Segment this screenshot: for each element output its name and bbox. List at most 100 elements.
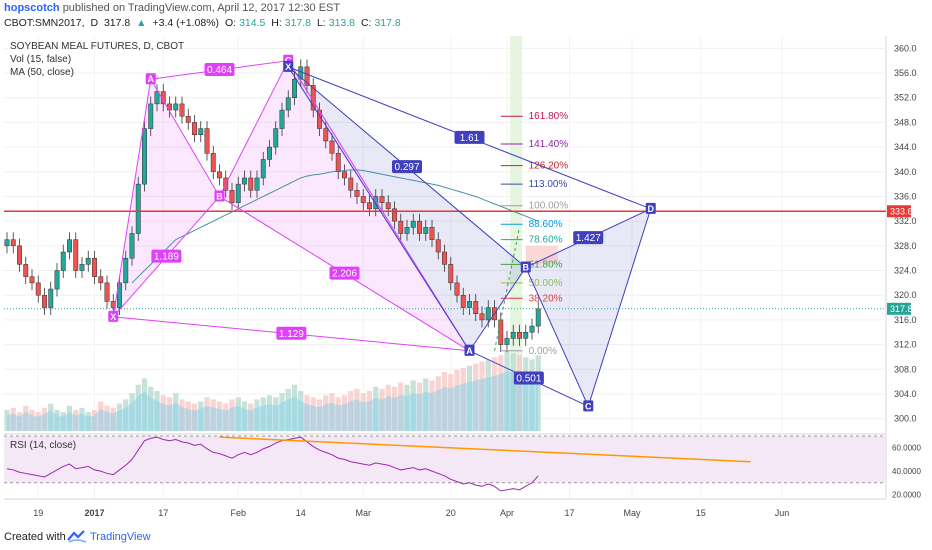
pattern2-ratio-box <box>513 371 544 385</box>
volume-bar <box>123 399 129 431</box>
candle-body <box>304 66 310 86</box>
volume-bar <box>429 380 435 431</box>
candle-body <box>173 103 179 111</box>
candle-body <box>29 276 35 284</box>
candle-body <box>179 103 185 117</box>
volume-bar <box>391 386 398 431</box>
time-tick-label: 17 <box>564 508 574 518</box>
pattern2-ratio-box <box>392 160 422 174</box>
open-label: O: <box>224 17 237 29</box>
fib-level-label: 38.20% <box>529 293 563 304</box>
volume-bar <box>66 405 73 431</box>
pattern1-leg <box>287 60 470 352</box>
volume-bar <box>110 407 116 431</box>
fib-level-label: 126.20% <box>529 161 569 172</box>
candle-body <box>198 128 204 135</box>
rsi-legend: RSI (14, close) <box>10 440 76 451</box>
volume-bar <box>510 353 516 431</box>
volume-ma-area <box>7 371 539 431</box>
resistance-price-box <box>887 205 911 218</box>
candle-body <box>292 78 297 98</box>
volume-bar <box>185 401 191 431</box>
time-tick-label: 17 <box>158 508 168 518</box>
volume-bar <box>316 399 323 431</box>
volume-bar <box>135 384 141 431</box>
candle-body <box>517 332 522 339</box>
candle-body <box>79 264 85 271</box>
footer: Created with TradingView <box>0 525 932 550</box>
volume-bar <box>479 361 485 431</box>
chart-svg[interactable]: 360.0 356.0 352.0 348.0 344.0 340.0 336.0 332.0… <box>4 36 930 518</box>
candle-body <box>60 251 66 271</box>
chart-area[interactable]: 360.0 356.0 352.0 348.0 344.0 340.0 336.0 332.0… <box>4 36 930 518</box>
volume-bar <box>348 391 354 431</box>
volume-bar <box>298 391 304 431</box>
pattern1-point-label: B <box>216 191 223 201</box>
volume-bar <box>73 409 79 431</box>
volume-bar <box>229 399 235 431</box>
candle-body <box>254 177 260 191</box>
volume-bar <box>329 393 335 431</box>
price-tick-label: 312.0 <box>894 340 917 350</box>
rsi-line <box>6 436 539 492</box>
volume-bar <box>191 403 198 431</box>
author-link[interactable]: hopscotch <box>4 2 60 14</box>
volume-bar <box>166 397 173 431</box>
candle-body <box>10 239 16 247</box>
candle-body <box>329 140 335 154</box>
candle-body <box>392 208 397 222</box>
pattern2-point-label: A <box>466 346 473 356</box>
volume-bar <box>416 382 423 431</box>
candle-body <box>435 239 441 253</box>
price-tick-label: 320.0 <box>894 290 917 300</box>
candle-body <box>379 196 385 203</box>
pattern2-point-box <box>645 202 656 214</box>
rsi-tick-label: 60.0000 <box>892 444 921 453</box>
pattern2-point-label: D <box>648 204 655 214</box>
volume-bar <box>310 397 316 431</box>
candle-body <box>335 153 341 173</box>
time-tick-label: May <box>623 508 641 518</box>
candle-body <box>454 282 460 296</box>
chart-title: SOYBEAN MEAL FUTURES, D, CBOT <box>10 41 184 52</box>
volume-bar <box>304 395 310 431</box>
volume-bar <box>535 355 541 431</box>
rsi-tick-label: 20.0000 <box>892 490 921 499</box>
ma50-line <box>131 169 539 284</box>
volume-bar <box>379 388 385 431</box>
volume-bar <box>404 384 410 431</box>
pattern1-ratio-box <box>276 326 307 340</box>
volume-bar <box>435 376 441 431</box>
rsi-band <box>4 436 886 483</box>
candle-body <box>4 239 10 247</box>
price-tick-label: 340.0 <box>894 167 917 177</box>
pattern1-leg <box>150 78 220 197</box>
pattern1-point-label: X <box>110 312 116 322</box>
tradingview-brand[interactable]: TradingView <box>90 531 151 543</box>
open-value: 314.5 <box>239 17 266 29</box>
candle-body <box>135 183 141 234</box>
candle-body <box>229 190 235 203</box>
symbol-info: CBOT:SMN2017, D 317.8 ▲ +3.4 (+1.08%) O:… <box>4 17 404 29</box>
pattern2-leg <box>287 66 470 352</box>
candle-body <box>448 264 454 284</box>
volume-bar <box>241 401 248 431</box>
candle-body <box>23 264 29 277</box>
pattern2-point-label: X <box>285 62 291 72</box>
time-tick-label: 19 <box>33 508 43 518</box>
low-label: L: <box>316 17 326 29</box>
candle-body <box>410 220 416 228</box>
candle-body <box>154 91 160 105</box>
volume-bar <box>141 378 148 431</box>
candle-body <box>404 227 410 234</box>
candle-body <box>354 190 360 197</box>
volume-bar <box>173 393 179 431</box>
candle-body <box>235 183 241 203</box>
publish-info: hopscotch published on TradingView.com, … <box>4 2 340 14</box>
price-tick-label: 352.0 <box>894 93 917 103</box>
volume-bar <box>85 412 91 431</box>
pattern2-point-label: C <box>585 401 592 411</box>
volume-bar <box>198 401 204 431</box>
candle-body <box>210 153 216 173</box>
high-value: 317.8 <box>284 17 312 29</box>
